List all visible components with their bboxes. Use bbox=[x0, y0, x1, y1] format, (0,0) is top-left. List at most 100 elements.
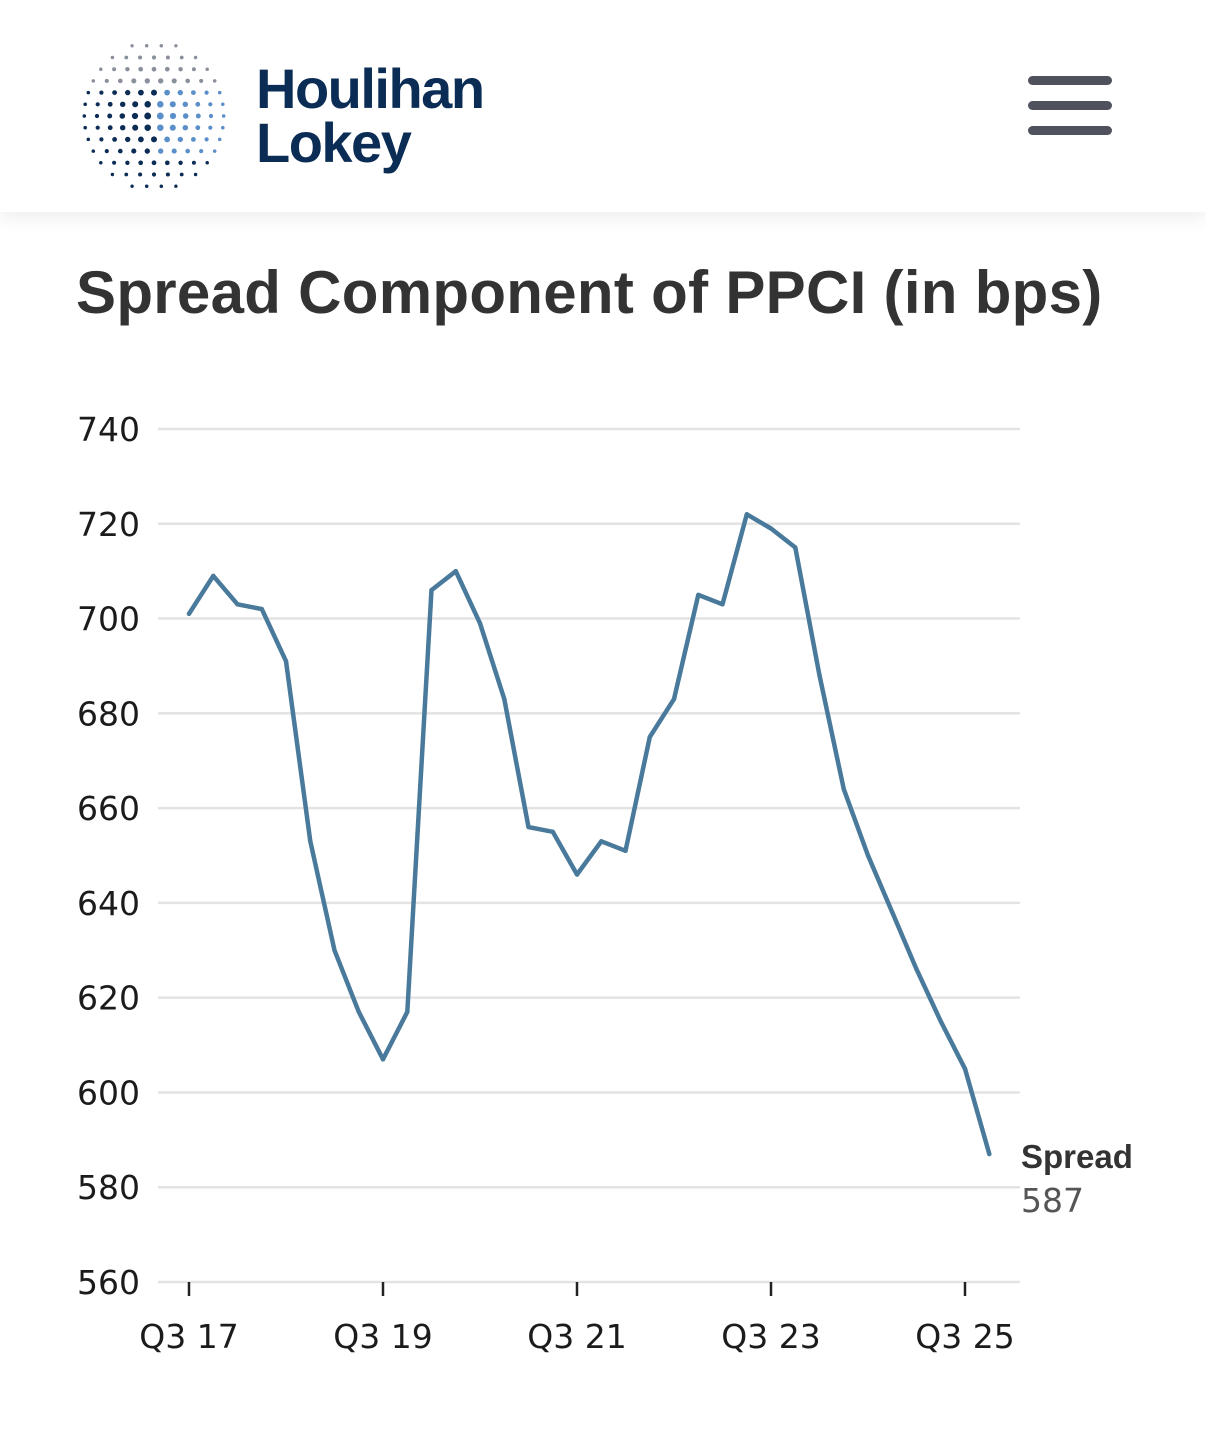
data-point bbox=[962, 1066, 968, 1072]
data-point bbox=[550, 829, 555, 834]
data-point bbox=[647, 734, 652, 740]
logo-dot bbox=[221, 102, 225, 107]
logo-dot bbox=[144, 101, 151, 108]
logo-dot bbox=[190, 136, 196, 142]
data-point bbox=[405, 1009, 410, 1015]
logo-dot bbox=[164, 66, 170, 72]
logo-dot bbox=[138, 160, 144, 166]
logo-dot bbox=[217, 137, 222, 142]
y-tick-label: 740 bbox=[77, 410, 140, 449]
logo-dot bbox=[169, 124, 176, 131]
logo-dot bbox=[83, 102, 87, 107]
hamburger-menu-icon[interactable] bbox=[1026, 72, 1116, 142]
logo-dot bbox=[208, 102, 213, 107]
logo-dot bbox=[159, 184, 164, 188]
logo-dot bbox=[212, 79, 217, 83]
logo-dot bbox=[104, 149, 109, 154]
data-point bbox=[211, 573, 216, 579]
logo-dot bbox=[158, 148, 164, 154]
logo-dot bbox=[124, 172, 129, 177]
logo-dot bbox=[205, 67, 209, 71]
series-end-value: 587 bbox=[1021, 1181, 1084, 1220]
logo-dot bbox=[204, 137, 209, 142]
logo-dot bbox=[195, 125, 201, 131]
series-end-label: Spread bbox=[1021, 1138, 1133, 1175]
logo-dot bbox=[131, 148, 137, 154]
logo-dot bbox=[179, 172, 184, 177]
logo-dot bbox=[199, 78, 204, 83]
data-point bbox=[332, 948, 337, 953]
logo-dot bbox=[99, 137, 104, 142]
logo-dot bbox=[138, 172, 143, 177]
logo-dot bbox=[159, 44, 164, 48]
data-point bbox=[623, 848, 628, 853]
data-point bbox=[890, 910, 895, 915]
logo-dot bbox=[191, 67, 196, 72]
logo-dot bbox=[112, 90, 118, 96]
series-line-spread bbox=[186, 512, 992, 1157]
logo-dot bbox=[125, 136, 131, 143]
logo-dot bbox=[165, 55, 170, 60]
logo-dot bbox=[221, 114, 226, 118]
data-point bbox=[526, 824, 531, 830]
logo-dot bbox=[171, 78, 177, 84]
logo-dot bbox=[157, 124, 164, 131]
logo-dot bbox=[151, 66, 157, 72]
logo-dot bbox=[95, 102, 100, 107]
logo-dot bbox=[151, 160, 157, 166]
logo-dot bbox=[199, 149, 204, 154]
data-point bbox=[793, 545, 798, 550]
logo-dot bbox=[156, 112, 164, 120]
logo-dot bbox=[151, 172, 157, 177]
data-point bbox=[938, 1019, 943, 1024]
logo-dot bbox=[195, 113, 201, 119]
y-tick-label: 640 bbox=[77, 884, 140, 923]
logo-dot bbox=[132, 124, 139, 131]
logo-dot bbox=[193, 172, 198, 177]
logo-dot bbox=[179, 55, 184, 60]
globe-dots-icon bbox=[82, 44, 226, 188]
logo-dot bbox=[117, 148, 123, 154]
data-point bbox=[502, 696, 507, 702]
logo-dot bbox=[110, 55, 115, 60]
x-tick-label: Q3 23 bbox=[721, 1317, 820, 1356]
y-tick-label: 560 bbox=[77, 1263, 140, 1302]
logo-dot bbox=[204, 90, 209, 95]
logo-dot bbox=[91, 79, 96, 83]
data-point bbox=[841, 787, 846, 792]
logo-dot bbox=[112, 67, 117, 72]
logo-dot bbox=[107, 125, 113, 131]
y-tick-label: 700 bbox=[77, 600, 140, 639]
logo-dot bbox=[91, 149, 96, 153]
menu-bar-top bbox=[1028, 76, 1112, 85]
logo-dot bbox=[182, 113, 189, 119]
logo-dot bbox=[182, 101, 189, 108]
logo-link[interactable]: Houlihan Lokey bbox=[76, 38, 485, 194]
data-point bbox=[283, 659, 289, 664]
menu-bar-bottom bbox=[1028, 126, 1112, 135]
logo-dot bbox=[191, 160, 196, 165]
logo-dot bbox=[132, 101, 139, 108]
logo-dot bbox=[82, 114, 87, 118]
data-point bbox=[914, 967, 919, 972]
data-point bbox=[696, 592, 701, 598]
logo-dot bbox=[119, 124, 126, 131]
logo-dot bbox=[144, 112, 152, 120]
logo-dot bbox=[138, 66, 144, 72]
logo-dot bbox=[190, 90, 196, 96]
logo-dot bbox=[138, 89, 144, 96]
x-tick-label: Q3 21 bbox=[527, 1317, 626, 1356]
logo-dot bbox=[99, 161, 103, 165]
logo-dot bbox=[119, 101, 126, 108]
data-point bbox=[720, 602, 725, 607]
wordmark: Houlihan Lokey bbox=[256, 61, 485, 171]
logo-dot bbox=[138, 136, 144, 143]
x-tick-label: Q3 19 bbox=[333, 1317, 432, 1356]
y-tick-label: 680 bbox=[77, 694, 140, 733]
logo-dot bbox=[178, 67, 183, 72]
data-point bbox=[308, 839, 313, 844]
logo-dot bbox=[144, 148, 150, 154]
logo-dot bbox=[195, 101, 201, 107]
logo-dot bbox=[144, 78, 150, 84]
